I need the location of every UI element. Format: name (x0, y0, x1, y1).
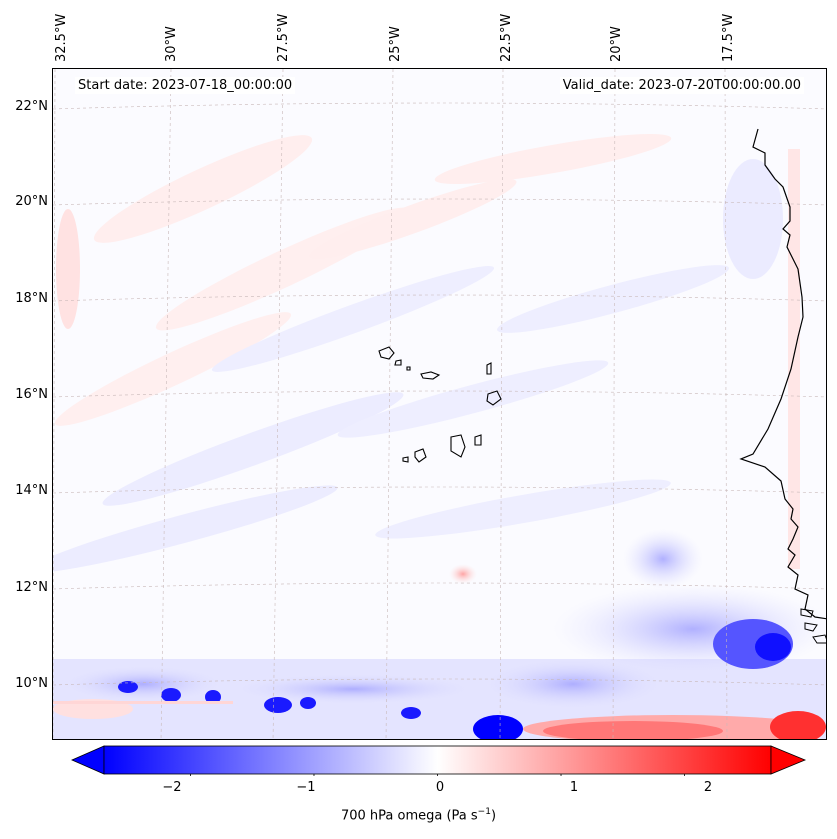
colorbar-max-extend (770, 745, 807, 775)
cb-label-exp: −1 (477, 807, 491, 817)
lon-label-22-5w: 22.5°W (499, 13, 514, 62)
valid-date-text: Valid_date: 2023-07-20T00:00:00.00 (559, 77, 804, 94)
colorbar-body (103, 745, 772, 775)
african-coastline (739, 128, 826, 620)
cb-tick-label-2: 2 (703, 780, 713, 795)
lat-label-14n: 14°N (15, 483, 48, 498)
island-santa-luzia (406, 366, 411, 371)
island-boa-vista (486, 390, 502, 406)
lat-label-16n: 16°N (15, 387, 48, 402)
island-santiago (450, 434, 466, 458)
island-sao-vicente (394, 359, 402, 366)
cb-tick-label-0: 0 (435, 780, 445, 795)
omega-field (53, 69, 826, 739)
lon-label-25w: 25°W (388, 26, 403, 62)
cb-label-suffix: ) (490, 808, 497, 824)
lon-label-27-5w: 27.5°W (276, 13, 291, 62)
lat-label-22n: 22°N (15, 99, 48, 114)
lat-label-20n: 20°N (15, 194, 48, 209)
lon-label-32-5w: 32.5°W (54, 13, 69, 62)
island-maio (474, 434, 482, 446)
lon-label-20w: 20°W (609, 26, 624, 62)
graticule (53, 69, 826, 739)
cb-label-prefix: 700 hPa omega (Pa s (340, 808, 478, 824)
map-panel: Start date: 2023-07-18_00:00:00 Valid_da… (52, 68, 827, 740)
island-sao-nicolau (420, 371, 441, 380)
lon-label-30w: 30°W (164, 26, 179, 62)
colorbar-min-extend (71, 745, 105, 775)
lat-label-18n: 18°N (15, 291, 48, 306)
bijagos-islands (800, 608, 826, 644)
start-date-text: Start date: 2023-07-18_00:00:00 (75, 77, 296, 94)
island-santo-antao (378, 346, 395, 360)
island-sal (486, 362, 492, 375)
lon-label-17-5w: 17.5°W (721, 13, 736, 62)
cape-verde-islands (378, 346, 502, 463)
colorbar-ticks (190, 774, 685, 776)
lat-label-12n: 12°N (15, 580, 48, 595)
colorbar (71, 745, 807, 776)
cb-tick-label-1: 1 (569, 780, 579, 795)
lat-label-10n: 10°N (15, 676, 48, 691)
island-brava (402, 456, 409, 463)
island-fogo (414, 448, 427, 463)
cb-tick-label-minus2: −2 (162, 780, 182, 795)
colorbar-label: 700 hPa omega (Pa s−1) (0, 807, 837, 823)
cb-tick-label-minus1: −1 (296, 780, 316, 795)
